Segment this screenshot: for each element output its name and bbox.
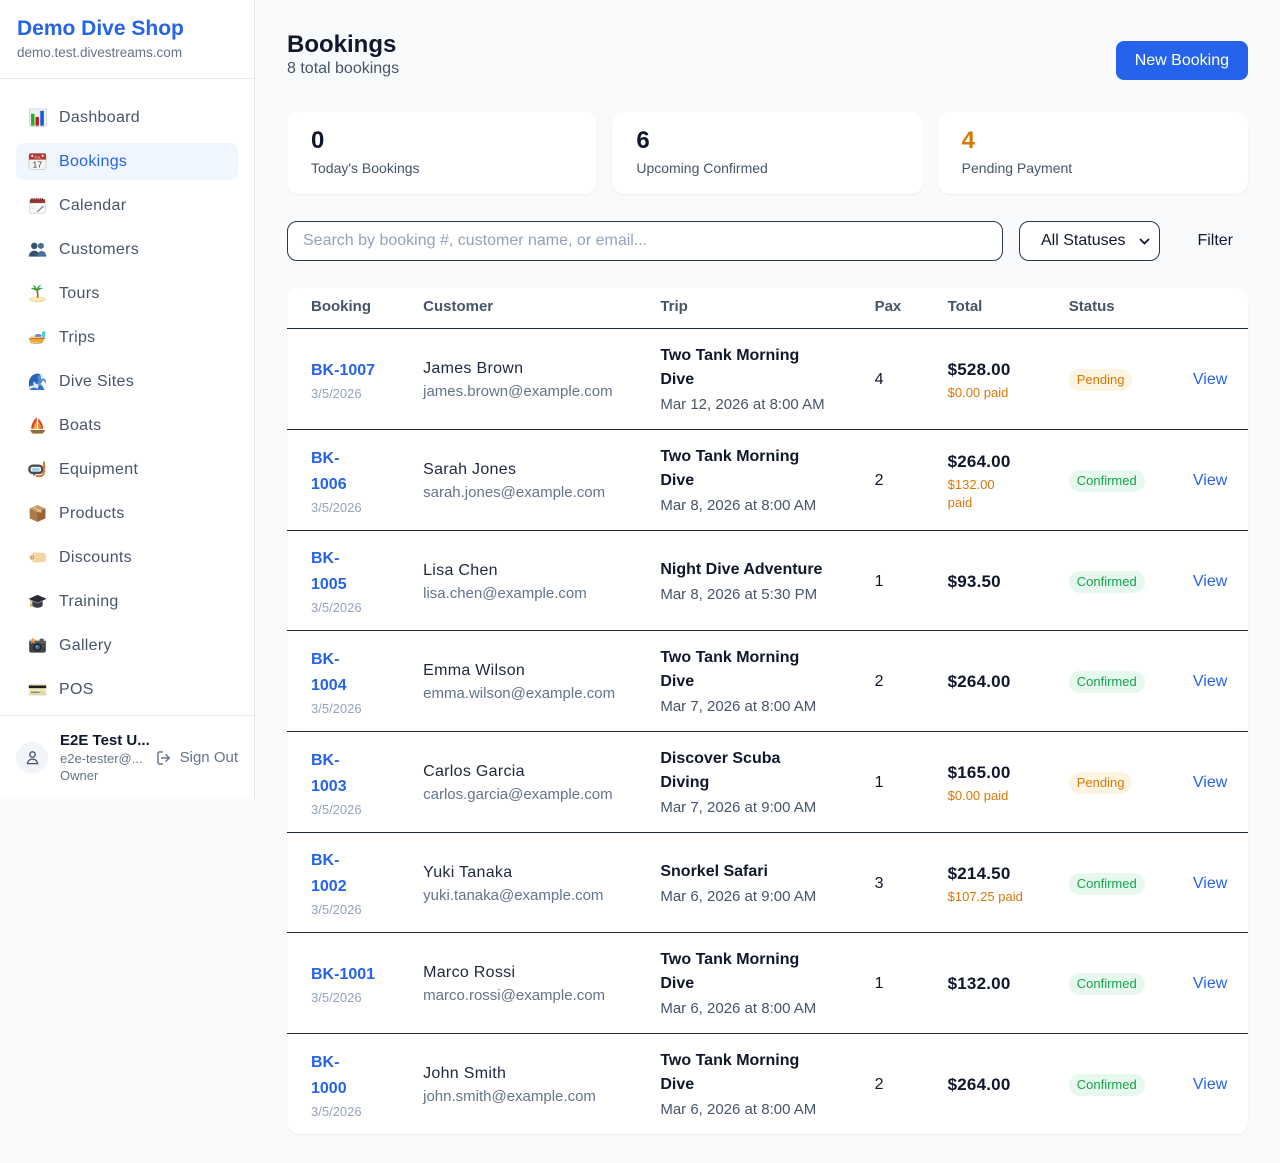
- svg-text:17: 17: [33, 160, 43, 169]
- svg-text:JUL: JUL: [34, 154, 42, 159]
